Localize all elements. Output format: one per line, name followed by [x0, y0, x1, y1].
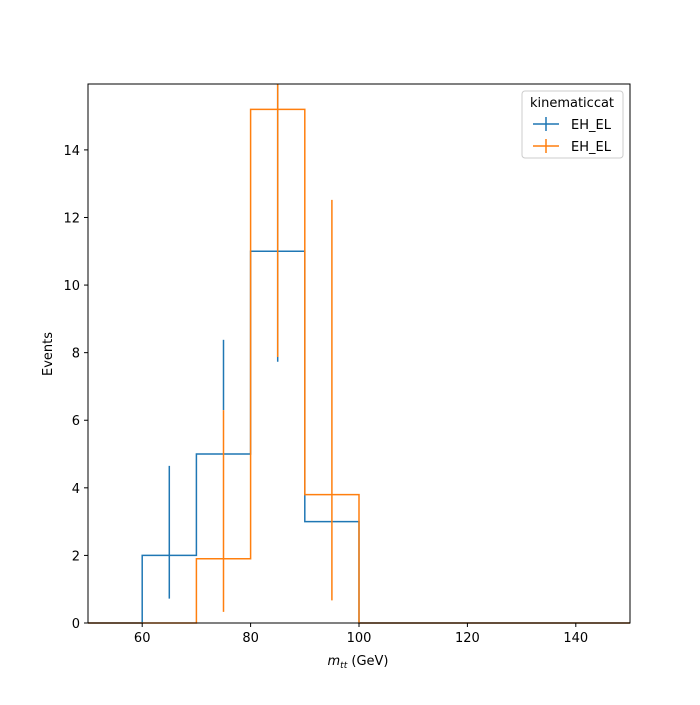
x-axis-label-unit: (GeV) [347, 654, 388, 669]
x-tick-label: 100 [347, 631, 372, 646]
y-tick-label: 2 [72, 549, 80, 564]
x-axis-label-var: m [328, 654, 341, 669]
x-axis-label: mtt (GeV) [328, 654, 389, 671]
y-axis-ticks: 0 2 4 6 8 10 12 14 [63, 144, 88, 632]
series-layer [88, 84, 630, 624]
y-tick-label: 14 [63, 144, 80, 159]
x-tick-label: 140 [563, 631, 588, 646]
y-axis-label: Events [41, 332, 56, 376]
y-tick-label: 4 [72, 482, 80, 497]
legend-box [521, 90, 624, 159]
y-tick-label: 0 [72, 617, 80, 632]
legend-label: EH_EL [571, 140, 612, 155]
y-tick-label: 12 [63, 211, 80, 226]
x-tick-label: 80 [242, 631, 259, 646]
x-axis-label-subscript: tt [340, 661, 348, 671]
y-tick-label: 8 [72, 347, 80, 362]
y-tick-label: 10 [63, 279, 80, 294]
x-tick-label: 60 [134, 631, 151, 646]
legend-label: EH_EL [571, 118, 612, 133]
legend-title: kinematiccat [530, 96, 614, 111]
x-axis-ticks: 60 80 100 120 140 [134, 623, 588, 646]
y-tick-label: 6 [72, 414, 80, 429]
legend: kinematiccat EH_EL EH_EL [521, 90, 624, 159]
x-tick-label: 120 [455, 631, 480, 646]
